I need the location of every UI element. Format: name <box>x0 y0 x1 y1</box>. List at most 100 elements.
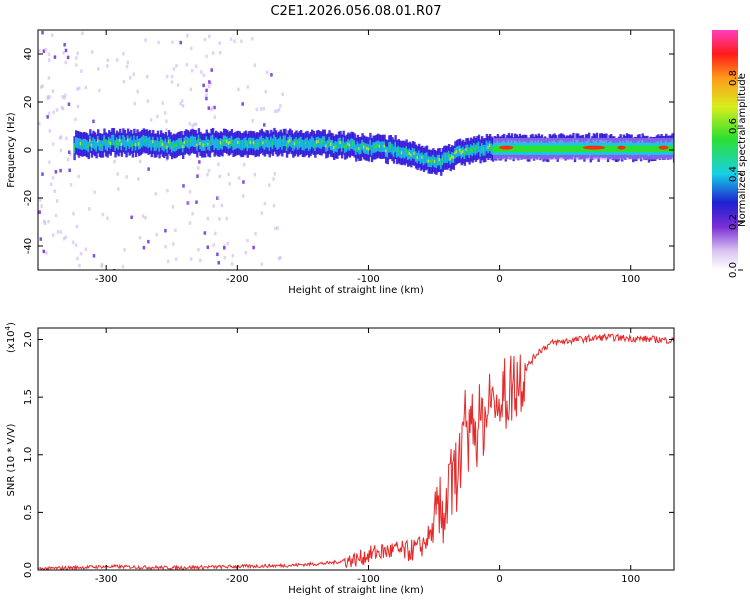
ridge-core <box>397 149 400 153</box>
ridge-mid <box>194 136 197 148</box>
ridge-core <box>358 147 361 151</box>
ridge-mid <box>260 135 263 147</box>
spectrogram-speckle <box>205 88 208 93</box>
spectrogram-speckle <box>193 122 196 127</box>
ridge-core <box>89 139 92 143</box>
spectrogram-speckle <box>202 73 206 77</box>
spectrogram-speckle <box>194 64 198 69</box>
spectrogram-speckle <box>149 118 153 122</box>
ridge-core <box>322 139 325 143</box>
spectrogram-speckle <box>59 148 63 153</box>
spectrogram-speckle <box>203 231 207 235</box>
spectrogram-speckle <box>170 74 174 79</box>
spectrogram-speckle <box>191 211 194 216</box>
spectrogram-speckle <box>138 236 142 240</box>
y-tick-label: 1.5 <box>23 389 34 405</box>
spectrogram-speckle <box>263 123 266 127</box>
spectrogram-speckle <box>78 86 81 90</box>
figure-title: C2E1.2026.056.08.01.R07 <box>270 4 441 19</box>
y-tick-label: 0.5 <box>23 504 34 520</box>
ridge-mid <box>303 139 306 151</box>
spectrogram-speckle <box>281 92 284 97</box>
ridge-core <box>178 141 181 145</box>
ridge-core <box>103 138 106 142</box>
snr-y-scale-note: (x104) <box>4 322 17 353</box>
ridge-mid <box>128 138 131 149</box>
ridge-core <box>462 149 465 153</box>
spectrogram-speckle <box>106 64 109 68</box>
ridge-mid <box>307 140 311 151</box>
ridge-mid <box>446 152 449 164</box>
ridge-core <box>366 146 369 150</box>
spectrogram-speckle <box>43 219 46 224</box>
spectrogram-speckle <box>92 119 95 124</box>
spectrogram-speckle <box>78 263 81 268</box>
ridge-mid <box>188 138 191 149</box>
ridge-core <box>345 144 348 148</box>
ridge-core <box>115 140 118 144</box>
ridge-mid <box>112 134 115 146</box>
ridge-core <box>170 145 173 149</box>
ridge-core <box>400 151 403 155</box>
spectrogram-speckle <box>75 56 78 60</box>
ridge-mid <box>331 140 334 151</box>
spectrogram-speckle <box>41 172 44 176</box>
ridge-core <box>315 140 318 144</box>
spectrogram-speckle <box>223 244 226 248</box>
spectrogram-speckle <box>237 87 240 92</box>
ridge-core <box>375 144 378 148</box>
y-tick-label: -20 <box>23 190 34 206</box>
ridge-core <box>254 143 257 147</box>
ridge-mid <box>300 136 303 148</box>
ridge-mid <box>111 134 114 146</box>
spectrogram-speckle <box>97 67 100 71</box>
spectrogram-speckle <box>113 159 116 164</box>
ridge-mid <box>240 139 243 151</box>
spectrogram-speckle <box>244 250 248 255</box>
spectrogram-speckle <box>165 157 169 162</box>
spectrogram-speckle <box>68 168 71 173</box>
ridge-mid <box>419 153 422 164</box>
ridge-core <box>339 140 342 144</box>
spectrogram-speckle <box>165 119 168 123</box>
ridge-core <box>174 144 177 148</box>
ridge-mid <box>125 140 128 151</box>
spectrogram-speckle <box>156 114 159 119</box>
ridge-mid <box>318 137 322 149</box>
spectrogram-speckle <box>237 176 241 180</box>
ridge-mid <box>148 136 152 148</box>
spectrogram-speckle <box>59 135 63 139</box>
ridge-mid <box>98 139 101 151</box>
ridge-core <box>389 145 392 149</box>
spectrogram-speckle <box>47 111 51 116</box>
spectrogram-x-label: Height of straight line (km) <box>288 285 424 296</box>
spectrogram-speckle <box>46 115 49 119</box>
spectrogram-speckle <box>229 37 233 41</box>
spectrogram-speckle <box>59 168 62 173</box>
spectrogram-speckle <box>223 255 227 260</box>
ridge-core <box>328 140 331 144</box>
spectrogram-speckle <box>228 182 232 186</box>
spectrogram-speckle <box>264 89 268 94</box>
ridge-core <box>348 143 351 147</box>
colorbar-label: Normalized spectral amplitude <box>737 73 748 227</box>
spectrogram-speckle <box>191 124 194 128</box>
spectrogram-speckle <box>41 84 44 89</box>
spectrogram-speckle <box>55 108 59 112</box>
ridge-mid <box>399 147 402 158</box>
spectrogram-speckle <box>212 243 215 247</box>
spectrogram-speckle <box>62 236 66 241</box>
spectrogram-speckle <box>56 230 60 234</box>
ridge-core <box>304 141 307 145</box>
spectrogram-speckle <box>205 54 208 59</box>
spectrogram-speckle <box>147 167 150 171</box>
spectrogram-speckle <box>55 199 59 203</box>
ridge-core <box>287 140 290 144</box>
ridge-mid <box>388 142 391 153</box>
spectrogram-speckle <box>196 166 200 170</box>
spectrogram-speckle <box>136 89 139 94</box>
spectrogram-speckle <box>123 248 126 252</box>
ridge-core <box>249 140 252 144</box>
ridge-mid <box>395 146 399 158</box>
